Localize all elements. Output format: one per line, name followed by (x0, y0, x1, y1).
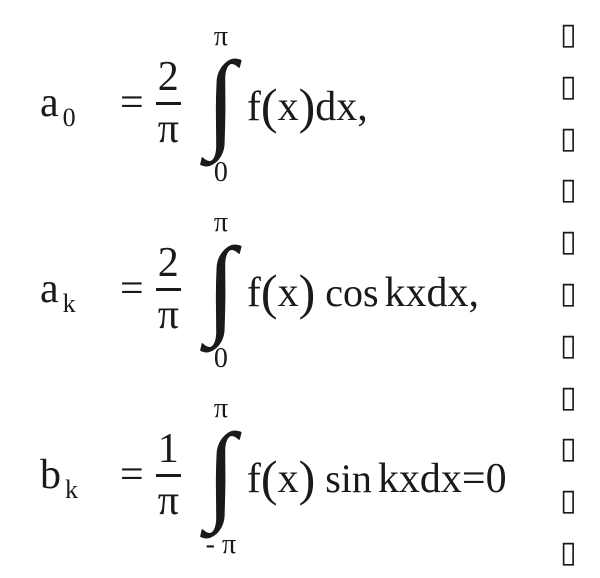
subscript-k: k (65, 477, 78, 503)
integral-symbol: ∫ (206, 45, 236, 155)
brace-segment-icon: ▯ (560, 331, 600, 361)
fourier-coefficients-panel: a 0 = 2 π π ∫ 0 f ( x ) dx, (0, 0, 600, 578)
coefficient-bk: b k (40, 454, 110, 496)
fraction-numerator: 1 (156, 427, 181, 471)
brace-segment-icon: ▯ (560, 175, 600, 205)
right-paren: ) (299, 81, 316, 131)
var-b: b (40, 454, 61, 496)
cos-function: cos (325, 273, 378, 313)
brace-segment-icon: ▯ (560, 434, 600, 464)
dx-term: dx, (315, 86, 368, 128)
right-brace-column: ▯ ▯ ▯ ▯ ▯ ▯ ▯ ▯ ▯ ▯ ▯ (560, 0, 600, 578)
fraction-bar (156, 288, 181, 291)
equals-sign: = (120, 82, 144, 124)
fraction-2-over-pi: 2 π (156, 241, 181, 336)
integral-block: π ∫ 0 (191, 209, 251, 369)
brace-segment-icon: ▯ (560, 20, 600, 50)
left-paren: ( (261, 81, 278, 131)
equation-bk: b k = 1 π π ∫ - π f ( x ) sin kxdx =0 (40, 385, 560, 565)
subscript-k: k (63, 291, 76, 317)
equation-ak: a k = 2 π π ∫ 0 f ( x ) cos kxdx, (40, 199, 560, 379)
equations-column: a 0 = 2 π π ∫ 0 f ( x ) dx, (0, 0, 560, 578)
fraction-denominator: π (156, 107, 181, 151)
fraction-bar (156, 474, 181, 477)
integral-lower-limit: 0 (214, 345, 228, 373)
coefficient-ak: a k (40, 268, 110, 310)
var-a: a (40, 268, 59, 310)
equals-zero: =0 (462, 458, 507, 500)
brace-segment-icon: ▯ (560, 486, 600, 516)
fraction-denominator: π (156, 293, 181, 337)
brace-segment-icon: ▯ (560, 72, 600, 102)
integral-block: π ∫ 0 (191, 23, 251, 183)
kx-dx-term: kxdx, (385, 272, 480, 314)
brace-segment-icon: ▯ (560, 227, 600, 257)
brace-segment-icon: ▯ (560, 279, 600, 309)
left-paren: ( (261, 453, 278, 503)
brace-segment-icon: ▯ (560, 124, 600, 154)
integral-symbol: ∫ (206, 417, 236, 527)
integral-lower-limit: - π (206, 531, 236, 559)
integral-symbol: ∫ (206, 231, 236, 341)
brace-segment-icon: ▯ (560, 538, 600, 568)
fraction-1-over-pi: 1 π (156, 427, 181, 522)
equation-a0: a 0 = 2 π π ∫ 0 f ( x ) dx, (40, 13, 560, 193)
equals-sign: = (120, 268, 144, 310)
subscript-0: 0 (63, 105, 76, 131)
coefficient-a0: a 0 (40, 82, 110, 124)
var-a: a (40, 82, 59, 124)
integrand: f ( x ) cos kxdx, (247, 264, 479, 314)
fraction-numerator: 2 (156, 55, 181, 99)
argument-x: x (278, 272, 299, 314)
left-paren: ( (261, 267, 278, 317)
integrand: f ( x ) dx, (247, 78, 368, 128)
fraction-numerator: 2 (156, 241, 181, 285)
brace-segment-icon: ▯ (560, 383, 600, 413)
fraction-2-over-pi: 2 π (156, 55, 181, 150)
fraction-bar (156, 102, 181, 105)
fraction-denominator: π (156, 479, 181, 523)
right-paren: ) (299, 267, 316, 317)
integrand: f ( x ) sin kxdx =0 (247, 450, 507, 500)
kx-dx-term: kxdx (378, 458, 462, 500)
sin-function: sin (325, 459, 372, 499)
argument-x: x (278, 458, 299, 500)
integral-lower-limit: 0 (214, 159, 228, 187)
right-paren: ) (299, 453, 316, 503)
equals-sign: = (120, 454, 144, 496)
integral-block: π ∫ - π (191, 395, 251, 555)
argument-x: x (278, 86, 299, 128)
